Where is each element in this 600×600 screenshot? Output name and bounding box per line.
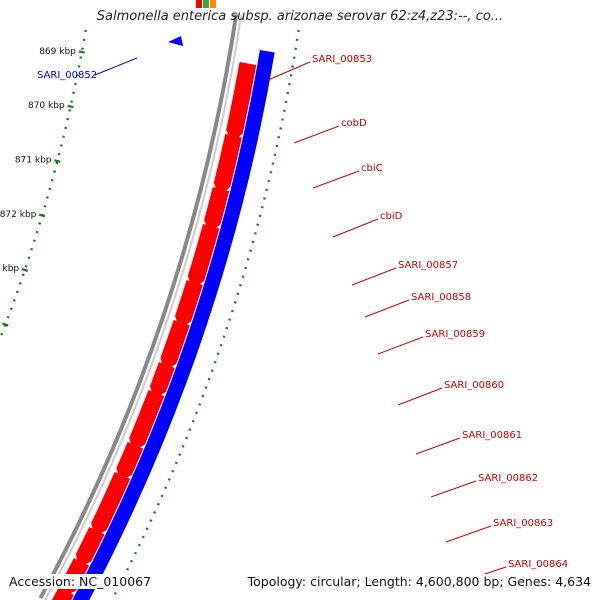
leader-line	[267, 61, 311, 81]
gene-block-reverse-band	[72, 50, 275, 600]
gene-block-forward	[149, 362, 175, 400]
gene-label-leaders	[94, 57, 507, 583]
gene-block-forward	[75, 527, 105, 568]
leader-line	[430, 480, 477, 498]
gene-label: cobD	[341, 118, 367, 129]
kbp-label: 873 kbp	[0, 264, 19, 274]
top-color-strip	[210, 0, 216, 8]
gene-block-forward	[129, 390, 165, 452]
gene-block-forward	[213, 134, 242, 196]
gene-block-forward	[116, 442, 144, 482]
top-color-strip	[203, 0, 209, 8]
kbp-tick	[54, 159, 61, 163]
gene-label: SARI_00859	[425, 329, 485, 340]
gene-label: SARI_00864	[508, 559, 568, 570]
gene-block-forward	[174, 280, 203, 329]
gene-label: SARI_00852	[37, 70, 97, 81]
gene-label: SARI_00857	[398, 260, 458, 271]
gene-block-forward	[160, 320, 190, 372]
gene-track	[51, 0, 275, 600]
kbp-tick	[38, 213, 46, 218]
leader-line	[332, 218, 379, 238]
leader-line	[445, 525, 492, 543]
gene-label: SARI_00853	[312, 54, 372, 65]
gene-label: cbiD	[380, 211, 403, 222]
kbp-label: 869 kbp	[39, 47, 76, 57]
gene-labels: SARI_00852 SARI_00853 cobD cbiC cbiD SARI_008…	[37, 54, 568, 570]
kbp-tick	[67, 104, 74, 109]
gene-block-forward	[187, 224, 220, 289]
gene-block-sari-00852	[168, 36, 183, 46]
gene-label: SARI_00861	[462, 430, 522, 441]
leader-line	[377, 336, 424, 355]
top-color-strip	[196, 0, 202, 8]
gene-label: SARI_00860	[444, 380, 504, 391]
kbp-label: 871 kbp	[15, 155, 52, 165]
kbp-label: 870 kbp	[28, 101, 65, 111]
backbone-edge	[43, 14, 243, 600]
backbone-line	[38, 14, 239, 600]
kbp-tick	[21, 268, 29, 272]
kbp-tick	[2, 322, 9, 327]
kbp-label: 872 kbp	[0, 210, 37, 220]
topology-text: Topology: circular; Length: 4,600,800 bp…	[247, 574, 591, 589]
leader-line	[415, 437, 461, 455]
leader-line	[351, 267, 397, 286]
gene-label: SARI_00862	[478, 473, 538, 484]
leader-line	[312, 170, 360, 189]
kbp-tick	[78, 50, 85, 54]
backbone	[38, 14, 243, 600]
gene-label: SARI_00863	[493, 518, 553, 529]
genome-title: Salmonella enterica subsp. arizonae sero…	[96, 9, 504, 24]
leader-line	[397, 387, 443, 406]
leader-line	[293, 125, 340, 144]
gene-block-forward	[91, 472, 131, 537]
leader-line	[364, 299, 410, 318]
gene-block-forward	[226, 62, 257, 143]
gene-label: cbiC	[361, 163, 383, 174]
gene-label: SARI_00858	[411, 292, 471, 303]
gene-block-forward	[51, 587, 74, 600]
gene-block-forward	[204, 187, 230, 233]
inner-tick-ring	[0, 29, 87, 342]
accession-text: Accession: NC_010067	[9, 574, 152, 589]
leader-line	[94, 57, 138, 76]
